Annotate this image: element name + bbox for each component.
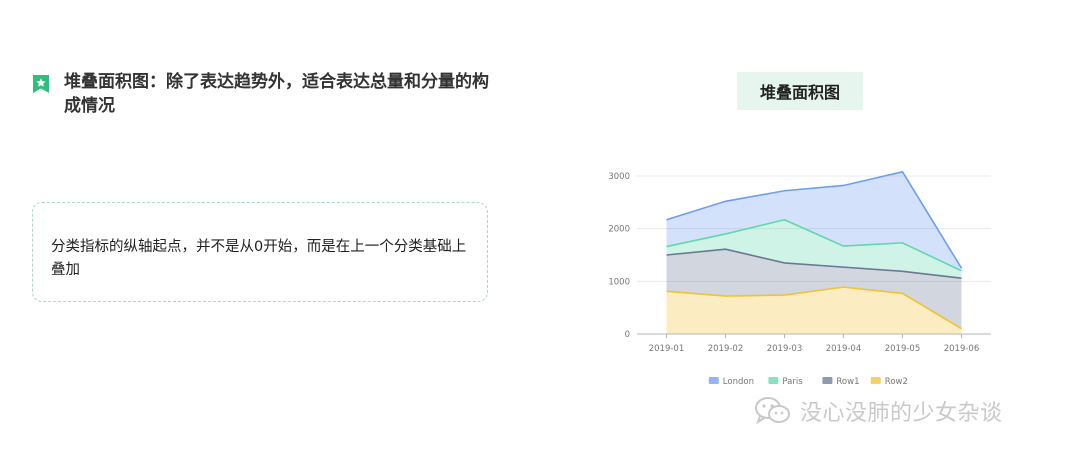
area-row2 xyxy=(666,287,962,334)
chart-title: 堆叠面积图 xyxy=(737,72,863,110)
heading-text: 堆叠面积图：除了表达趋势外，适合表达总量和分量的构成情况 xyxy=(64,72,489,116)
x-tick-label: 2019-04 xyxy=(826,344,862,354)
line-paris xyxy=(666,218,962,272)
y-tick-label: 3000 xyxy=(608,172,630,182)
note-box: 分类指标的纵轴起点，并不是从0开始，而是在上一个分类基础上叠加 xyxy=(32,202,488,302)
x-tick-label: 2019-01 xyxy=(649,344,685,354)
legend-label-london: London xyxy=(723,377,754,387)
legend-swatch-london xyxy=(708,377,719,384)
y-tick-label: 1000 xyxy=(608,277,630,287)
area-row1 xyxy=(666,249,962,329)
line-row1 xyxy=(666,248,962,279)
legend-swatch-paris xyxy=(768,377,779,384)
section-heading: 堆叠面积图：除了表达趋势外，适合表达总量和分量的构成情况 xyxy=(32,70,502,118)
legend-label-row2: Row2 xyxy=(885,377,908,387)
area-london xyxy=(666,171,962,271)
note-text: 分类指标的纵轴起点，并不是从0开始，而是在上一个分类基础上叠加 xyxy=(51,239,467,278)
line-row2 xyxy=(666,286,962,330)
x-tick-label: 2019-05 xyxy=(885,344,921,354)
legend-label-row1: Row1 xyxy=(836,377,859,387)
legend-label-paris: Paris xyxy=(782,377,803,387)
x-tick-label: 2019-02 xyxy=(708,344,744,354)
y-tick-label: 2000 xyxy=(608,225,630,235)
x-tick-label: 2019-03 xyxy=(767,344,803,354)
stacked-area-chart: 0 1000 2000 3000 2019-01 2019-02 2019-03 2019-0… xyxy=(608,170,991,387)
line-london xyxy=(666,170,963,269)
x-tick-label: 2019-06 xyxy=(944,344,980,354)
y-tick-label: 0 xyxy=(625,330,630,340)
wechat-icon xyxy=(755,397,790,425)
legend-swatch-row1 xyxy=(822,377,833,384)
area-paris xyxy=(666,219,962,279)
watermark-text: 没心没肺的少女杂谈 xyxy=(800,401,1003,426)
bookmark-star-icon xyxy=(33,75,49,93)
watermark: 没心没肺的少女杂谈 xyxy=(754,395,1003,427)
legend-swatch-row2 xyxy=(870,377,881,384)
